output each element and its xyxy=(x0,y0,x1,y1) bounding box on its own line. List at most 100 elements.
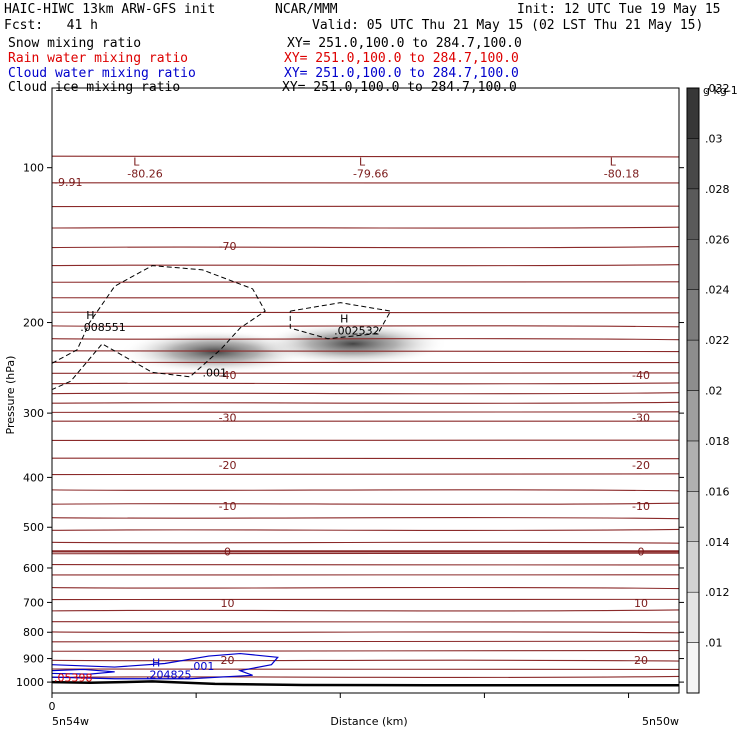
isotherm-label-2: -40 xyxy=(632,369,650,382)
y-tick-label-1: 200 xyxy=(23,317,44,330)
extremum-value-5: .002532 xyxy=(334,324,380,337)
legend-rain-xy: XY= 251.0,100.0 to 284.7,100.0 xyxy=(284,51,519,66)
init-time: Init: 12 UTC Tue 19 May 15 xyxy=(517,2,721,17)
y-tick-label-6: 700 xyxy=(23,596,44,609)
isotherm-zero-line xyxy=(51,550,680,554)
cloud-water-contour xyxy=(51,652,279,680)
y-tick-label-0: 100 xyxy=(23,162,44,175)
colorbar-swatch-7 xyxy=(686,289,700,341)
colorbar-label-1: .012 xyxy=(705,586,730,599)
extremum-kind-5: H xyxy=(340,312,348,325)
isotherm-line xyxy=(51,325,680,328)
isotherm-line xyxy=(51,516,680,520)
colorbar-label-2: .014 xyxy=(705,536,730,549)
x-axis-label: Distance (km) xyxy=(330,715,407,728)
colorbar-swatch-9 xyxy=(686,188,700,240)
y-tick-label-8: 900 xyxy=(23,653,44,666)
colorbar-label-6: .022 xyxy=(705,334,730,347)
colorbar-swatch-8 xyxy=(686,239,700,290)
legend-snow-xy: XY= 251.0,100.0 to 284.7,100.0 xyxy=(287,36,522,51)
colorbar-swatch-0 xyxy=(686,642,700,694)
extremum-value-1: -79.66 xyxy=(353,167,388,180)
isotherm-line xyxy=(51,489,680,492)
isotherm-line xyxy=(51,659,680,662)
colorbar: .01 .012 .014 .016 .018 .02 .022 .024 .026 .028 .0… xyxy=(686,82,730,694)
extremum-kind-6: H xyxy=(152,656,160,669)
colorbar-swatch-6 xyxy=(686,339,700,391)
legend-cloud-water-label: Cloud water mixing ratio xyxy=(8,66,196,81)
colorbar-swatch-4 xyxy=(686,440,700,492)
extremum-kind-0: L xyxy=(133,155,140,168)
isotherm-line xyxy=(51,631,680,634)
colorbar-swatch-2 xyxy=(686,541,700,593)
isotherm-label-13: 20 xyxy=(221,654,235,667)
colorbar-unit-label: g kg-1 xyxy=(703,84,738,97)
legend-rain-label: Rain water mixing ratio xyxy=(8,51,189,66)
isotherm-label-5: -20 xyxy=(219,459,237,472)
y-tick-label-2: 300 xyxy=(23,407,44,420)
cloud-ice-contour xyxy=(51,265,266,391)
y-tick-label-9: 1000 xyxy=(16,676,44,689)
colorbar-label-11: .032 xyxy=(705,82,730,95)
isotherm-line xyxy=(51,457,680,460)
y-tick-label-4: 500 xyxy=(23,521,44,534)
isotherm-line xyxy=(51,668,680,671)
isotherm-line xyxy=(51,586,680,590)
colorbar-label-8: .026 xyxy=(705,233,730,246)
cloud-ice-contour-2 xyxy=(289,302,392,340)
isotherm-line xyxy=(51,311,680,314)
isotherm-line xyxy=(51,675,680,679)
isotherm-line xyxy=(51,264,680,267)
colorbar-swatch-1 xyxy=(686,591,700,643)
isotherm-label-1: -40 xyxy=(219,369,237,382)
legend-cloud-water-xy: XY= 251.0,100.0 to 284.7,100.0 xyxy=(284,66,519,81)
isotherm-label-7: -10 xyxy=(219,500,237,513)
colorbar-swatch-3 xyxy=(686,491,700,543)
cloud-water-contour-inner xyxy=(51,668,115,675)
colorbar-label-4: .018 xyxy=(705,435,730,448)
isotherm-line xyxy=(51,401,680,404)
colorbar-label-7: .024 xyxy=(705,284,730,297)
isotherm-label-0: -70 xyxy=(219,240,237,253)
extremum-value-7: .05398 xyxy=(54,671,93,684)
isotherm-line xyxy=(51,350,680,353)
isotherm-label-8: -10 xyxy=(632,500,650,513)
legend-snow-label: Snow mixing ratio xyxy=(8,36,142,51)
colorbar-label-5: .02 xyxy=(705,385,723,398)
isotherm-line xyxy=(51,337,680,341)
model-title: HAIC-HIWC 13km ARW-GFS init xyxy=(4,2,216,17)
y-tick-label-3: 400 xyxy=(23,471,44,484)
x-start-label: 5n54w xyxy=(52,715,89,728)
y-tick-label-7: 800 xyxy=(23,626,44,639)
extremum-value-0: -80.26 xyxy=(127,167,162,180)
plot-frame xyxy=(51,87,680,694)
isotherm-line xyxy=(51,649,680,652)
y-axis-label: Pressure (hPa) xyxy=(4,356,17,435)
isotherm-line xyxy=(51,609,680,612)
isotherm-line xyxy=(51,246,680,249)
extremum-kind-1: L xyxy=(359,155,366,168)
valid-time: Valid: 05 UTC Thu 21 May 15 (02 LST Thu … xyxy=(312,18,704,33)
x-tick-zero: 0 xyxy=(49,700,56,713)
extremum-value-4: .008551 xyxy=(80,321,126,334)
extremum-kind-2: L xyxy=(610,155,617,168)
y-tick-label-5: 600 xyxy=(23,562,44,575)
colorbar-swatch-11 xyxy=(686,87,700,139)
isotherm-line xyxy=(51,528,680,532)
isotherm-label-10: 0 xyxy=(638,545,645,558)
colorbar-frame xyxy=(686,87,700,694)
colorbar-swatch-5 xyxy=(686,390,700,442)
isotherm-line xyxy=(51,411,680,414)
isotherm-line xyxy=(51,552,680,555)
isotherm-label-14: 20 xyxy=(634,654,648,667)
isotherm-label-3: -30 xyxy=(219,412,237,425)
isotherm-line xyxy=(51,281,680,283)
isotherm-label-9: 0 xyxy=(224,545,231,558)
isotherm-line xyxy=(51,382,680,385)
extremum-value-3: -9.91 xyxy=(54,176,82,189)
contour-value-label-1: .001 xyxy=(190,660,215,673)
extremum-kind-4: H xyxy=(86,309,94,322)
isotherm-line xyxy=(51,502,680,505)
isotherm-label-4: -30 xyxy=(632,412,650,425)
